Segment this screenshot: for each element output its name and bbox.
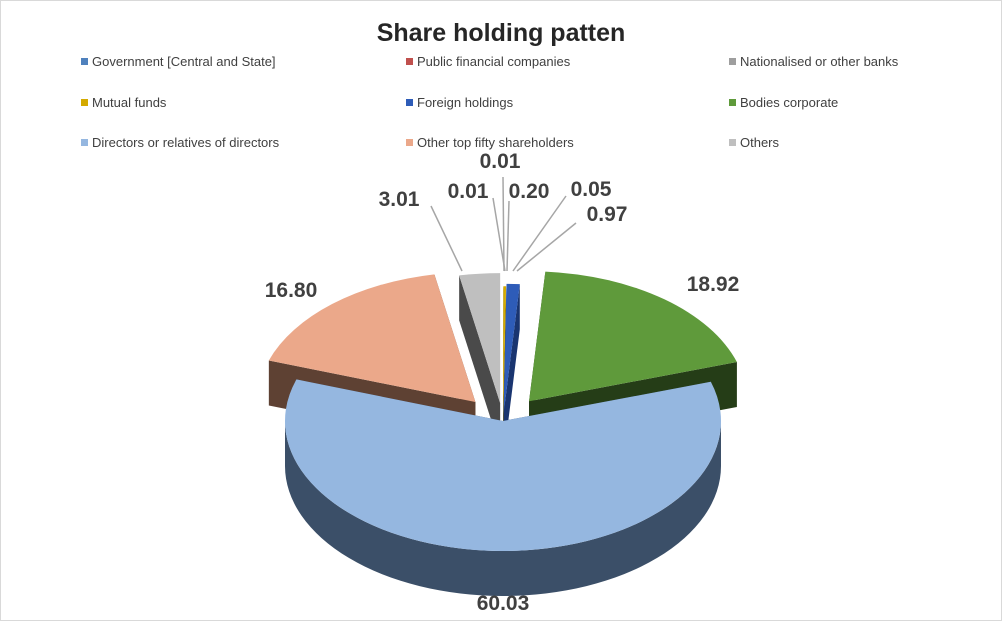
pie-slice-face: [459, 275, 501, 449]
legend-item: Other top fifty shareholders: [406, 135, 574, 150]
legend-item: Nationalised or other banks: [729, 54, 898, 69]
legend-swatch: [81, 58, 88, 65]
pie-slice: [459, 273, 501, 404]
data-label: 16.80: [265, 279, 318, 302]
data-label: 0.01: [448, 180, 489, 203]
leader-line: [516, 222, 577, 272]
chart-title: Share holding patten: [376, 19, 626, 47]
legend-label: Foreign holdings: [417, 95, 514, 110]
legend-swatch: [406, 99, 413, 106]
legend-label: Nationalised or other banks: [740, 54, 899, 69]
legend-swatch: [406, 58, 413, 65]
data-label: 18.92: [687, 273, 740, 296]
legend-swatch: [729, 99, 736, 106]
data-label: 0.05: [571, 178, 612, 201]
legend-label: Others: [740, 135, 780, 150]
legend-label: Public financial companies: [417, 54, 571, 69]
legend-item: Bodies corporate: [729, 95, 838, 110]
legend-swatch: [406, 139, 413, 146]
legend-label: Other top fifty shareholders: [417, 135, 574, 150]
data-label: 0.97: [587, 203, 628, 226]
legend-item: Foreign holdings: [406, 95, 513, 110]
pie-slice: [529, 271, 737, 402]
legend-item: Government [Central and State]: [81, 54, 276, 69]
legend-item: Others: [729, 135, 779, 150]
legend-label: Government [Central and State]: [92, 54, 276, 69]
pie-tops: [268, 271, 737, 551]
legend-item: Directors or relatives of directors: [81, 135, 279, 150]
pie-slice: [503, 286, 507, 417]
leader-line: [502, 176, 505, 272]
leader-line: [430, 205, 463, 272]
legend-item: Public financial companies: [406, 54, 570, 69]
legend-item: Mutual funds: [81, 95, 166, 110]
legend-swatch: [81, 99, 88, 106]
data-label: 0.01: [480, 150, 521, 173]
leader-line: [492, 197, 506, 272]
leader-lines: [430, 176, 577, 272]
legend-label: Directors or relatives of directors: [92, 135, 280, 150]
pie-slice: [503, 283, 520, 414]
legend-label: Bodies corporate: [740, 95, 839, 110]
legend-swatch: [729, 58, 736, 65]
data-label: 60.03: [477, 592, 530, 615]
legend-swatch: [81, 139, 88, 146]
pie-slice-face: [503, 284, 520, 459]
leader-line: [506, 200, 510, 272]
leader-line: [512, 195, 567, 272]
data-label: 0.20: [509, 180, 550, 203]
legend: Government [Central and State] Public fin…: [1, 1, 1001, 161]
pie-slice: [284, 379, 721, 551]
data-labels: 0.01 0.01 0.20 0.97 18.92 60.03 16.80 3.01 0.05: [265, 150, 740, 615]
data-label: 3.01: [379, 188, 420, 211]
legend-label: Mutual funds: [92, 95, 167, 110]
pie-slice: [268, 274, 476, 403]
pie-slice-wall: [285, 421, 721, 596]
legend-swatch: [729, 139, 736, 146]
